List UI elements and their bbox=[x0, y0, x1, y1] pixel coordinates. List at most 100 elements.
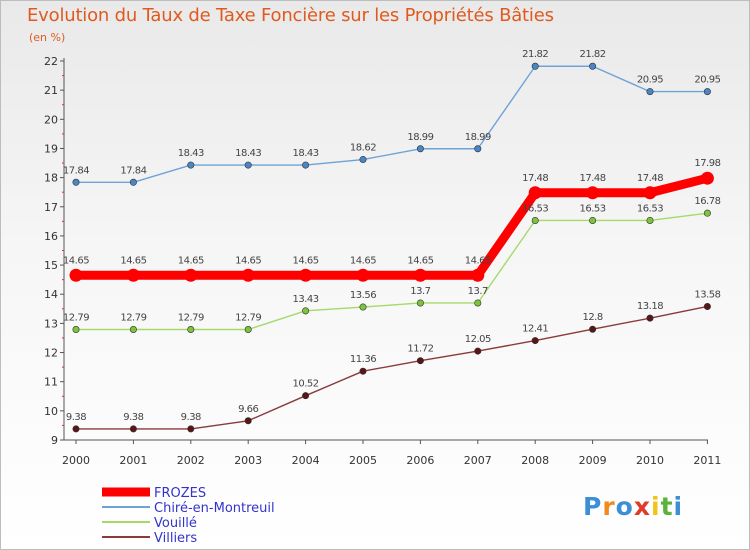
data-label: 17.84 bbox=[120, 165, 146, 176]
data-point bbox=[359, 367, 367, 375]
data-label: 18.43 bbox=[178, 148, 204, 159]
x-tick-label: 2008 bbox=[521, 454, 549, 467]
y-tick-label: 19 bbox=[44, 142, 58, 155]
data-point bbox=[586, 186, 600, 200]
data-label: 16.53 bbox=[637, 203, 663, 214]
data-label: 12.05 bbox=[465, 334, 491, 345]
x-tick-label: 2000 bbox=[62, 454, 90, 467]
data-point bbox=[244, 326, 252, 334]
series-line bbox=[71, 173, 712, 280]
proxiti-logo: Proxiti bbox=[583, 492, 683, 521]
series-layer bbox=[69, 62, 714, 433]
x-tick-label: 2003 bbox=[234, 454, 262, 467]
data-label: 14.65 bbox=[293, 255, 319, 266]
legend-label: Vouillé bbox=[154, 516, 197, 531]
series-line bbox=[75, 65, 709, 183]
data-label: 17.84 bbox=[63, 165, 89, 176]
data-point bbox=[589, 325, 597, 333]
data-point bbox=[187, 425, 195, 433]
data-point bbox=[413, 268, 427, 282]
data-point bbox=[646, 314, 654, 322]
data-label: 12.79 bbox=[63, 313, 89, 324]
y-tick-label: 13 bbox=[44, 317, 58, 330]
series-villiers bbox=[72, 302, 711, 433]
series-chir-en-montreuil bbox=[72, 62, 711, 186]
x-tick-label: 2004 bbox=[292, 454, 320, 467]
x-tick-label: 2011 bbox=[693, 454, 721, 467]
data-label: 17.48 bbox=[637, 173, 663, 184]
data-label: 21.82 bbox=[580, 49, 606, 60]
x-tick-label: 2010 bbox=[636, 454, 664, 467]
data-point bbox=[471, 268, 485, 282]
data-point bbox=[703, 88, 711, 96]
y-tick-label: 14 bbox=[44, 288, 58, 301]
data-point bbox=[126, 268, 140, 282]
data-label: 10.52 bbox=[293, 379, 319, 390]
x-tick-label: 2006 bbox=[406, 454, 434, 467]
logo-letter: i bbox=[673, 492, 684, 521]
data-point bbox=[72, 425, 80, 433]
y-tick-label: 9 bbox=[51, 434, 58, 447]
data-label: 14.65 bbox=[235, 255, 261, 266]
data-label: 12.79 bbox=[120, 313, 146, 324]
data-point bbox=[302, 161, 310, 169]
data-label: 17.48 bbox=[580, 173, 606, 184]
logo-letter: x bbox=[633, 492, 651, 521]
data-label: 13.58 bbox=[694, 289, 720, 300]
legend-label: Chiré-en-Montreuil bbox=[154, 501, 275, 516]
data-label: 13.56 bbox=[350, 290, 376, 301]
data-label: 9.66 bbox=[238, 404, 258, 415]
data-label: 20.95 bbox=[637, 75, 663, 86]
data-point bbox=[703, 302, 711, 310]
data-point bbox=[416, 357, 424, 365]
data-label: 13.43 bbox=[293, 294, 319, 305]
chart-title: Evolution du Taux de Taxe Foncière sur l… bbox=[27, 5, 554, 26]
data-label: 12.8 bbox=[582, 312, 602, 323]
data-point bbox=[129, 425, 137, 433]
data-label: 20.95 bbox=[694, 75, 720, 86]
data-label: 13.18 bbox=[637, 301, 663, 312]
data-label: 17.98 bbox=[694, 158, 720, 169]
data-point bbox=[643, 186, 657, 200]
data-label: 21.82 bbox=[522, 49, 548, 60]
data-label: 18.43 bbox=[293, 148, 319, 159]
data-point bbox=[299, 268, 313, 282]
data-label: 17.48 bbox=[522, 173, 548, 184]
data-point bbox=[187, 326, 195, 334]
data-point bbox=[416, 145, 424, 153]
data-label: 12.41 bbox=[522, 324, 548, 335]
data-point bbox=[69, 268, 83, 282]
data-point bbox=[244, 417, 252, 425]
data-label: 14.65 bbox=[120, 255, 146, 266]
y-tick-label: 15 bbox=[44, 259, 58, 272]
data-point bbox=[184, 268, 198, 282]
y-tick-label: 17 bbox=[44, 201, 58, 214]
data-point bbox=[356, 268, 370, 282]
series-vouill- bbox=[72, 209, 711, 334]
data-label: 18.43 bbox=[235, 148, 261, 159]
data-label: 12.79 bbox=[235, 313, 261, 324]
data-point bbox=[528, 186, 542, 200]
chart-unit: (en %) bbox=[29, 31, 66, 44]
logo-letter: i bbox=[651, 492, 661, 521]
y-tick-label: 18 bbox=[44, 172, 58, 185]
data-point bbox=[129, 178, 137, 186]
logo-letter: o bbox=[615, 492, 634, 521]
legend-label: Villiers bbox=[154, 531, 197, 546]
data-label: 13.7 bbox=[410, 286, 430, 297]
data-point bbox=[531, 216, 539, 224]
series-frozes bbox=[69, 171, 714, 282]
y-tick-label: 20 bbox=[44, 113, 58, 126]
series-line bbox=[75, 212, 709, 331]
data-point bbox=[474, 299, 482, 307]
data-label: 18.99 bbox=[407, 132, 433, 143]
data-point bbox=[302, 392, 310, 400]
y-tick-label: 21 bbox=[44, 84, 58, 97]
data-point bbox=[72, 326, 80, 334]
data-point bbox=[129, 326, 137, 334]
data-point bbox=[646, 88, 654, 96]
data-label: 13.7 bbox=[468, 286, 488, 297]
legend-label: FROZES bbox=[154, 486, 206, 501]
